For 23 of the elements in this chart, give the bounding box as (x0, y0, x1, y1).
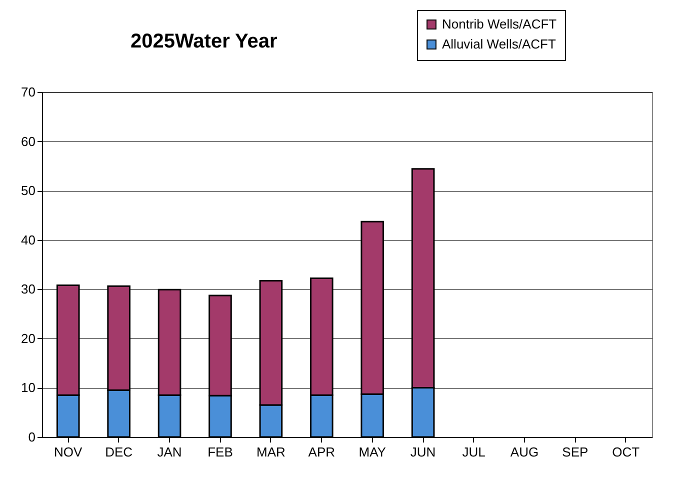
y-tick-label: 10 (21, 380, 36, 396)
x-tick-label: MAR (256, 444, 286, 460)
x-tick-label: APR (308, 444, 336, 460)
y-tick-label: 30 (21, 282, 36, 297)
y-tick-label: 40 (21, 232, 36, 248)
x-tick-label: AUG (510, 444, 539, 460)
x-tick-label: MAY (358, 444, 386, 460)
y-tick-label: 20 (21, 330, 36, 346)
x-tick-label: NOV (54, 444, 83, 460)
x-tick-label: OCT (612, 444, 640, 460)
x-tick-label: FEB (208, 444, 233, 460)
chart-title: 2025Water Year (130, 30, 278, 52)
legend-label: Alluvial Wells/ACFT (442, 36, 556, 52)
y-tick-label: 50 (21, 183, 36, 198)
x-tick-label: JUL (462, 444, 486, 460)
y-tick-label: 70 (21, 84, 36, 100)
legend-label: Nontrib Wells/ACFT (442, 16, 557, 32)
y-tick-label: 60 (21, 134, 36, 149)
x-tick-label: JAN (157, 444, 182, 460)
y-tick-label: 0 (28, 430, 36, 444)
x-tick-label: JUN (410, 444, 436, 460)
x-tick-label: SEP (562, 444, 588, 460)
x-tick-label: DEC (105, 444, 133, 460)
